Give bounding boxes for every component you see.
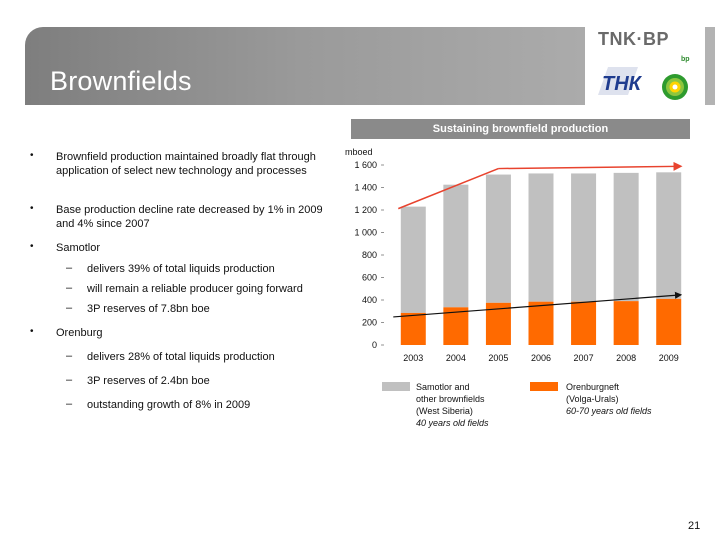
bullet-text: Brownfield production maintained broadly… (56, 151, 316, 177)
x-tick-label: 2006 (531, 353, 551, 363)
page-title: Brownfields (50, 66, 192, 96)
y-tick-label: 1 600 (354, 160, 377, 170)
sub-bullet-text: delivers 39% of total liquids production (87, 263, 275, 275)
bar-segment-samotlor (443, 184, 469, 308)
sub-bullet-text: will remain a reliable producer going fo… (87, 283, 303, 295)
bar-segment-orenburg (571, 301, 597, 345)
sub-bullet-text: delivers 28% of total liquids production (87, 351, 275, 363)
legend-orange-line: 60-70 years old fields (566, 406, 652, 416)
dash-mark: – (66, 350, 73, 362)
bullet-mark: • (30, 326, 34, 337)
legend-gray-line: 40 years old fields (416, 418, 489, 428)
legend-orange: Orenburgneft (Volga-Urals) 60-70 years o… (566, 381, 652, 417)
bar-segment-orenburg (400, 312, 426, 345)
dash-mark: – (66, 398, 73, 410)
bullet-mark: • (30, 203, 34, 214)
trend-line-total-rise (398, 167, 499, 210)
sub-bullet-text: 3P reserves of 7.8bn boe (87, 303, 210, 315)
legend-gray-line: Samotlor and (416, 382, 470, 392)
company-logo: ТНК (585, 27, 705, 105)
sub-bullet-text: 3P reserves of 2.4bn boe (87, 375, 210, 387)
x-tick-label: 2009 (659, 353, 679, 363)
legend-gray-line: other brownfields (416, 394, 485, 404)
bar-segment-orenburg (656, 298, 682, 345)
bullet-text: Base production decline rate decreased b… (56, 204, 323, 230)
y-tick-label: 1 400 (354, 183, 377, 193)
y-tick-label: 0 (372, 340, 377, 350)
logo-bp-text: bp (681, 56, 690, 63)
y-tick-label: 1 000 (354, 228, 377, 238)
legend-swatch-orange (530, 382, 558, 391)
bar-segment-samotlor (571, 173, 597, 302)
sub-bullet-text: outstanding growth of 8% in 2009 (87, 399, 251, 411)
y-axis-unit-label: mboed (345, 147, 373, 157)
chart-header-text: Sustaining brownfield production (432, 123, 609, 135)
trend-line-total-flat (498, 161, 683, 171)
x-tick-label: 2008 (616, 353, 636, 363)
x-tick-label: 2005 (488, 353, 508, 363)
bar-segment-orenburg (528, 301, 554, 345)
bar-segment-orenburg (443, 307, 469, 345)
legend-orange-line: (Volga-Urals) (566, 394, 619, 404)
bullet-list: • Brownfield production maintained broad… (0, 0, 340, 540)
trend-line-orenburg (393, 291, 683, 318)
y-tick-label: 800 (362, 250, 377, 260)
chart-header-bar (351, 119, 690, 139)
y-tick-label: 200 (362, 318, 377, 328)
x-tick-label: 2007 (574, 353, 594, 363)
bar-segment-samotlor (656, 172, 682, 299)
legend-gray-line: (West Siberia) (416, 406, 473, 416)
bar-segment-samotlor (400, 206, 426, 313)
legend-swatch-gray (382, 382, 410, 391)
dash-mark: – (66, 282, 73, 294)
logo-text: TNK·BP (598, 29, 669, 49)
y-tick-label: 400 (362, 295, 377, 305)
y-tick-label: 1 200 (354, 205, 377, 215)
legend-orange-line: Orenburgneft (566, 382, 620, 392)
y-tick-label: 600 (362, 273, 377, 283)
bullet-text: Samotlor (56, 242, 101, 254)
bar-segment-samotlor (485, 174, 511, 303)
bullet-mark: • (30, 150, 34, 161)
dash-mark: – (66, 302, 73, 314)
dash-mark: – (66, 374, 73, 386)
page-number: 21 (688, 520, 701, 532)
x-tick-label: 2003 (403, 353, 423, 363)
dash-mark: – (66, 262, 73, 274)
legend-gray: Samotlor and other brownfields (West Sib… (416, 381, 489, 429)
bar-segment-samotlor (528, 173, 554, 302)
bar-segment-samotlor (613, 172, 639, 302)
bar-segment-orenburg (613, 301, 639, 345)
svg-text:ТНК: ТНК (602, 73, 643, 95)
tnk-bp-logo-icon: ТНК (598, 67, 688, 100)
bullet-text: Orenburg (56, 327, 103, 339)
x-tick-label: 2004 (446, 353, 466, 363)
bullet-mark: • (30, 241, 34, 252)
